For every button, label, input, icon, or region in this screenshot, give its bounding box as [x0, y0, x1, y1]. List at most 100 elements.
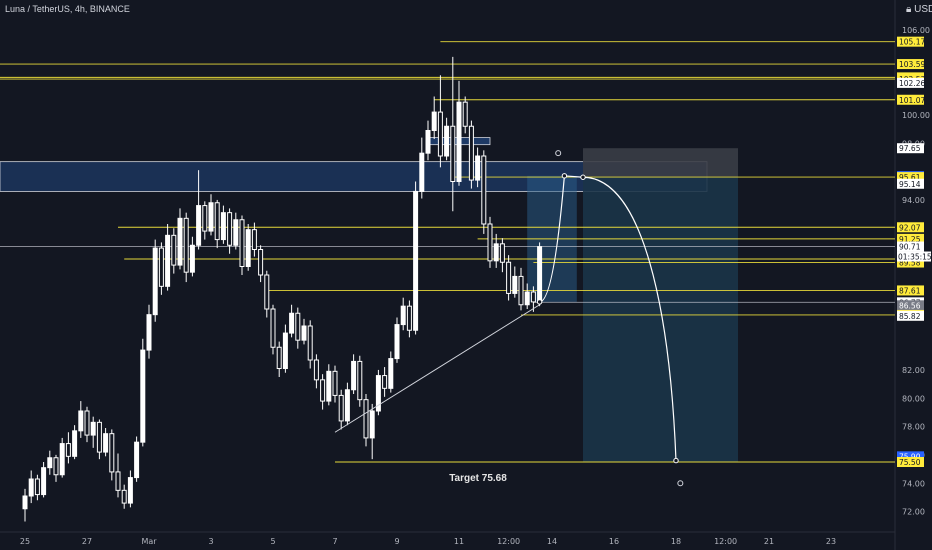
price-label-text: 101.07	[899, 96, 925, 105]
time-tick-label: 5	[270, 537, 275, 546]
zones	[0, 137, 738, 462]
candle	[518, 267, 524, 311]
candle-body	[65, 443, 71, 457]
candle-body	[214, 202, 220, 241]
price-label-text: 95.61	[899, 173, 921, 182]
candle	[28, 470, 34, 504]
symbol-title[interactable]: Luna / TetherUS, 4h, BINANCE	[5, 4, 130, 14]
candle	[413, 181, 419, 335]
candle-body	[251, 229, 257, 251]
candle	[165, 224, 171, 291]
candle	[382, 367, 388, 397]
countdown-label: 01:35:15	[897, 251, 932, 262]
price-scale-currency[interactable]: 🔒︎ USDT	[906, 4, 932, 15]
marker-icon	[677, 480, 684, 487]
price-label-bg	[897, 222, 924, 233]
candle-body	[456, 101, 462, 182]
candle-body	[481, 155, 487, 225]
candle-body	[202, 205, 208, 232]
lock-icon[interactable]: 🔒︎	[906, 4, 912, 15]
short-position-target	[583, 177, 738, 462]
candle-body	[189, 244, 195, 273]
candle-body	[475, 155, 481, 181]
candle	[158, 242, 164, 295]
candle	[127, 470, 133, 508]
countdown-text: 01:35:15	[898, 253, 932, 262]
candle	[400, 297, 406, 331]
candle	[245, 224, 251, 271]
price-label: 97.65	[897, 143, 924, 154]
candle-body	[90, 421, 96, 436]
candle	[431, 96, 437, 139]
candle-body	[103, 433, 109, 453]
price-label-bg	[897, 241, 924, 252]
time-tick-label: 27	[82, 537, 92, 546]
candle	[34, 474, 40, 501]
candle-body	[171, 234, 177, 266]
candle-body	[140, 349, 146, 443]
candle-body	[450, 125, 456, 182]
currency-label: USDT	[914, 4, 932, 15]
candle	[41, 462, 47, 498]
time-scale: 25 27 Mar 3 5 7 9 11 12:00 14 16 18 12:00 21 23	[20, 537, 836, 546]
price-label-bg	[897, 172, 924, 183]
candle	[406, 300, 412, 338]
candle	[524, 283, 530, 309]
price-label-bg	[897, 310, 924, 321]
candle-body	[22, 495, 28, 510]
candle-body	[53, 457, 59, 476]
candle-body	[400, 305, 406, 326]
price-label-bg	[897, 94, 924, 105]
short-position-stop	[583, 148, 738, 178]
candle-body	[59, 443, 65, 476]
price-label-text: 95.14	[899, 180, 921, 189]
candle-body	[468, 125, 474, 181]
price-tick-label: 74.00	[902, 479, 925, 488]
candle	[357, 355, 363, 407]
candle	[425, 120, 431, 161]
candle-body	[351, 360, 357, 391]
candle-body	[499, 243, 505, 263]
ascending-trendline	[334, 304, 540, 433]
candle	[59, 437, 65, 478]
candle-body	[208, 202, 214, 232]
candle	[258, 245, 264, 283]
candle	[289, 304, 295, 338]
candle-body	[431, 111, 437, 132]
candle-body	[183, 217, 189, 273]
target-annotation: Target 75.68	[449, 473, 507, 484]
price-label: 102.26	[897, 77, 925, 88]
candle-body	[301, 325, 307, 341]
candle	[121, 484, 127, 509]
candle-body	[245, 229, 251, 268]
candle-body	[320, 379, 326, 402]
price-tick-label: 106.00	[902, 26, 930, 35]
projection-point	[580, 174, 586, 180]
candle	[301, 318, 307, 345]
candle	[90, 416, 96, 448]
price-label-bg	[897, 233, 924, 244]
candle	[338, 389, 344, 430]
candle	[189, 236, 195, 277]
candle-body	[28, 478, 34, 497]
price-label: 92.07	[897, 222, 924, 233]
candle-body	[493, 243, 499, 262]
candle-body	[357, 360, 363, 401]
price-label-text: 97.65	[899, 144, 921, 153]
candle-body	[258, 249, 264, 276]
candle-body	[282, 332, 288, 370]
price-label-bg	[897, 77, 924, 88]
candle-body	[270, 308, 276, 348]
candle	[171, 228, 177, 274]
candle-body	[444, 125, 450, 157]
candle	[499, 238, 505, 273]
candle-body	[394, 324, 400, 360]
candle	[84, 406, 90, 443]
projection-point	[536, 299, 543, 305]
time-tick-label: 21	[764, 537, 774, 546]
candle	[462, 96, 468, 134]
candle	[313, 354, 319, 389]
time-tick-label: 12:00	[714, 537, 737, 546]
candle-body	[220, 212, 226, 241]
